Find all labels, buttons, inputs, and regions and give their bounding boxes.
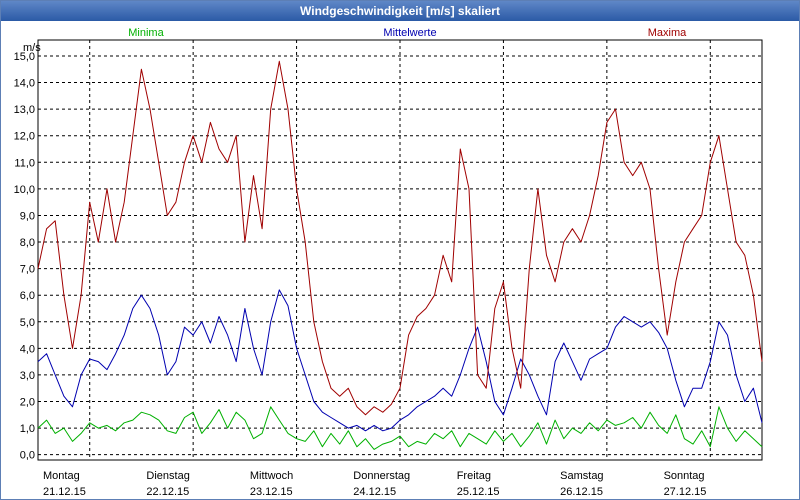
day-date-label: 21.12.15 — [43, 486, 86, 498]
x-tick-day: Donnerstag 24.12.15 — [353, 470, 410, 498]
x-tick-day: Freitag 25.12.15 — [457, 470, 500, 498]
day-name-label: Montag — [43, 470, 80, 482]
y-tick-label: 10,0 — [14, 184, 35, 196]
x-tick-day: Dienstag 22.12.15 — [146, 470, 189, 498]
y-tick-label: 15,0 — [14, 51, 35, 63]
y-tick-label: 4,0 — [20, 343, 35, 355]
y-tick-label: 0,0 — [20, 450, 35, 462]
y-tick-label: 14,0 — [14, 78, 35, 90]
x-tick-day: Mittwoch 23.12.15 — [250, 470, 293, 498]
day-date-label: 26.12.15 — [560, 486, 603, 498]
y-tick-label: 5,0 — [20, 317, 35, 329]
legend-minima: Minima — [128, 27, 164, 39]
y-tick-label: 1,0 — [20, 423, 35, 435]
y-tick-label: 13,0 — [14, 104, 35, 116]
day-name-label: Dienstag — [146, 470, 189, 482]
series-line-minima — [37, 406, 763, 450]
day-name-label: Mittwoch — [250, 470, 293, 482]
x-tick-day: Sonntag 27.12.15 — [664, 470, 707, 498]
x-tick-day: Montag 21.12.15 — [43, 470, 86, 498]
day-name-label: Sonntag — [664, 470, 705, 482]
day-name-label: Donnerstag — [353, 470, 410, 482]
y-tick-label: 7,0 — [20, 264, 35, 276]
day-name-label: Samstag — [560, 470, 603, 482]
day-date-label: 25.12.15 — [457, 486, 500, 498]
day-date-label: 22.12.15 — [146, 486, 189, 498]
y-axis-unit-label: m/s — [23, 42, 41, 54]
day-name-label: Freitag — [457, 470, 491, 482]
y-tick-label: 3,0 — [20, 370, 35, 382]
y-tick-label: 11,0 — [14, 157, 35, 169]
x-axis: Montag 21.12.15 Dienstag 22.12.15 Mittwoch 23… — [43, 470, 706, 498]
day-date-label: 27.12.15 — [664, 486, 707, 498]
day-date-label: 24.12.15 — [353, 486, 396, 498]
legend: Minima Mittelwerte Maxima — [128, 27, 687, 39]
window-title: Windgeschwindigkeit [m/s] skaliert — [1, 1, 799, 21]
series-lines — [37, 60, 763, 450]
series-line-mittelwerte — [37, 289, 763, 432]
y-tick-label: 12,0 — [14, 131, 35, 143]
grid-lines — [38, 40, 762, 460]
y-tick-label: 2,0 — [20, 397, 35, 409]
legend-mittelwerte: Mittelwerte — [383, 27, 436, 39]
legend-maxima: Maxima — [648, 27, 687, 39]
series-line-maxima — [37, 60, 763, 416]
y-axis: m/s 0,0 1,0 2,0 3,0 4,0 5,0 6,0 7,0 8,0 9,0 10,0 11… — [14, 42, 42, 462]
day-date-label: 23.12.15 — [250, 486, 293, 498]
y-tick-label: 6,0 — [20, 290, 35, 302]
y-tick-label: 8,0 — [20, 237, 35, 249]
x-tick-day: Samstag 26.12.15 — [560, 470, 603, 498]
y-tick-label: 9,0 — [20, 210, 35, 222]
